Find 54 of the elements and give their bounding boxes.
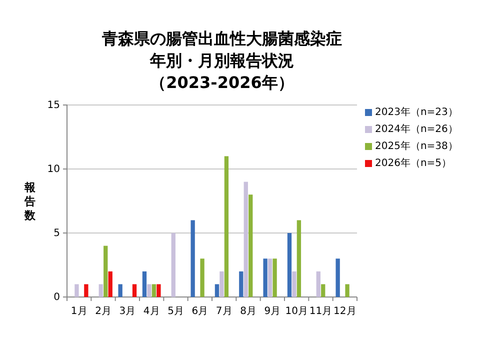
x-tick-label: 6月 [192,306,208,317]
legend-label: 2024年（n=26） [375,123,458,135]
bar [108,271,112,297]
chart-subtitle: 年別・月別報告状況 [149,51,294,70]
bar [84,284,88,297]
bar [272,258,277,297]
bar [224,156,229,297]
x-tick-label: 5月 [168,306,184,317]
bar [171,233,176,297]
y-tick-label: 5 [54,228,60,240]
bar [316,271,320,297]
bar [98,284,103,297]
bar [104,246,108,297]
x-tick-label: 11月 [309,306,332,317]
legend-label: 2026年（n=5） [375,157,452,169]
bar [132,284,137,297]
text: （2023-2026年） [150,73,294,92]
x-tick-label: 10月 [285,306,308,317]
x-tick-label: 1月 [70,306,88,317]
bar [244,182,248,297]
bar [142,271,147,297]
y-tick-label: 10 [47,164,60,176]
bar [292,271,296,297]
bar [263,258,268,297]
x-tick-label: 4月 [143,306,160,317]
bar [287,233,292,297]
bar [156,284,161,297]
bar [190,220,195,297]
bar [152,284,156,297]
bar [200,258,204,297]
bar [296,220,302,297]
bar [74,284,79,297]
y-tick-label: 0 [54,292,60,304]
x-tick-label: 9月 [264,306,281,317]
bar [239,271,244,297]
bar [220,271,224,297]
chart-title: 青森県の腸管出血性大腸菌感染症 [101,29,342,48]
bar [214,284,220,297]
bar [268,258,272,297]
y-tick-label: 15 [47,100,60,112]
x-tick-label: 3月 [119,306,136,317]
y-axis-title: 報告数 [24,181,36,222]
x-tick-label: 2月 [95,306,112,317]
bar [147,284,152,297]
bar [345,284,350,297]
legend-label: 2023年（n=23） [375,106,458,118]
bar [321,284,326,297]
bar [118,284,122,297]
bar [248,194,253,297]
x-tick-label: 7月 [216,306,232,317]
legend-label: 2025年（n=38） [375,140,458,152]
x-tick-label: 8月 [240,306,256,317]
x-tick-label: 12月 [334,306,356,317]
bar [336,258,340,297]
